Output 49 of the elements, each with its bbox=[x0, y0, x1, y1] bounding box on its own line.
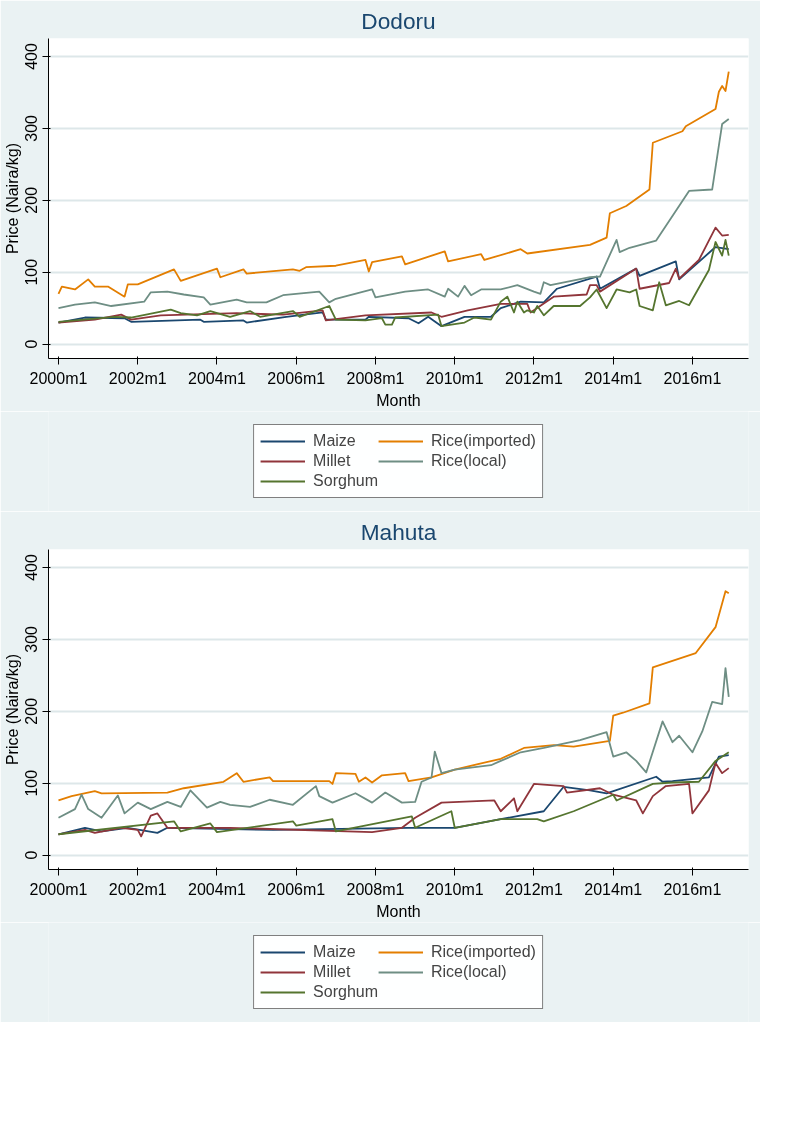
line-series bbox=[57, 590, 730, 802]
x-tick-label: 2010m1 bbox=[425, 880, 484, 898]
chart-title: Dodoru bbox=[361, 7, 436, 34]
legend-label: Maize bbox=[313, 943, 356, 961]
y-tick-label: 200 bbox=[23, 186, 41, 214]
y-tick-label: 400 bbox=[23, 554, 41, 581]
y-tick-label: 300 bbox=[23, 625, 41, 653]
y-tick-label: 100 bbox=[23, 769, 41, 797]
legend-label: Rice(imported) bbox=[431, 943, 536, 961]
x-tick-label: 2004m1 bbox=[188, 369, 246, 387]
chart-title: Mahuta bbox=[360, 518, 437, 545]
x-tick-label: 2012m1 bbox=[505, 369, 563, 387]
x-tick-label: 2016m1 bbox=[663, 369, 722, 387]
line-series bbox=[57, 118, 730, 310]
x-tick-label: 2000m1 bbox=[29, 369, 88, 387]
y-tick-label: 200 bbox=[23, 697, 41, 725]
y-axis-title: Price (Naira/kg) bbox=[3, 142, 21, 255]
line-series bbox=[57, 226, 730, 324]
x-tick-label: 2008m1 bbox=[346, 369, 405, 387]
x-axis-title: Month bbox=[376, 902, 421, 920]
y-tick-label: 300 bbox=[23, 114, 41, 142]
x-tick-label: 2004m1 bbox=[188, 880, 246, 898]
x-tick-label: 2014m1 bbox=[584, 880, 643, 898]
legend-label: Sorghum bbox=[313, 472, 378, 490]
x-tick-label: 2016m1 bbox=[663, 880, 722, 898]
x-tick-label: 2002m1 bbox=[108, 369, 167, 387]
y-tick-label: 0 bbox=[23, 339, 41, 349]
x-tick-label: 2002m1 bbox=[108, 880, 167, 898]
x-tick-label: 2006m1 bbox=[267, 880, 326, 898]
x-tick-label: 2010m1 bbox=[425, 369, 484, 387]
y-axis-title: Price (Naira/kg) bbox=[3, 653, 21, 766]
line-series bbox=[57, 667, 730, 819]
x-tick-label: 2014m1 bbox=[584, 369, 643, 387]
x-tick-label: 2012m1 bbox=[505, 880, 563, 898]
legend-label: Rice(imported) bbox=[431, 432, 536, 450]
legend-label: Millet bbox=[313, 963, 351, 981]
x-axis-title: Month bbox=[376, 391, 421, 409]
line-series bbox=[57, 70, 730, 298]
x-tick-label: 2006m1 bbox=[267, 369, 326, 387]
legend-label: Sorghum bbox=[313, 983, 378, 1001]
legend-label: Millet bbox=[313, 452, 351, 470]
x-tick-label: 2000m1 bbox=[29, 880, 88, 898]
x-tick-label: 2008m1 bbox=[346, 880, 405, 898]
y-tick-label: 0 bbox=[23, 850, 41, 860]
legend-label: Rice(local) bbox=[431, 452, 507, 470]
y-tick-label: 400 bbox=[23, 43, 41, 70]
legend-label: Maize bbox=[313, 432, 356, 450]
legend-label: Rice(local) bbox=[431, 963, 507, 981]
y-tick-label: 100 bbox=[23, 258, 41, 286]
